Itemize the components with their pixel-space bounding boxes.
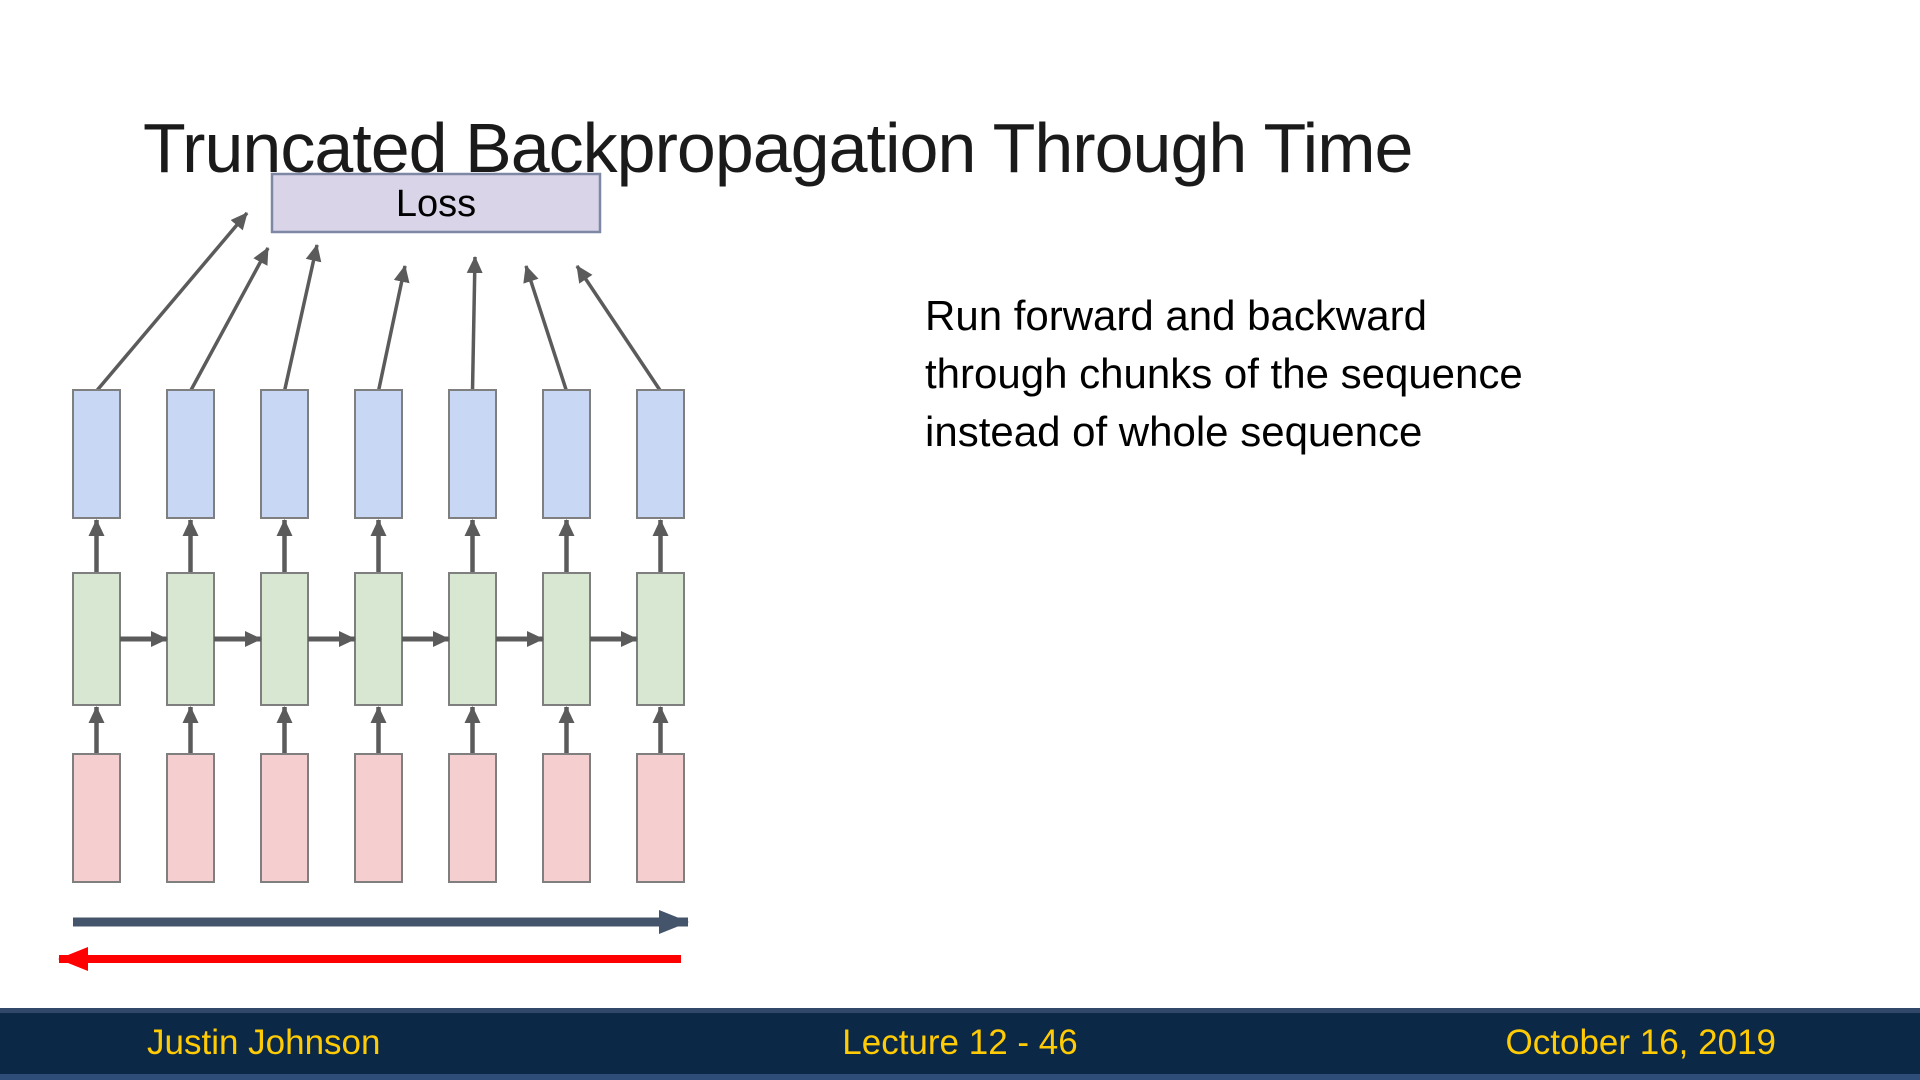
hidden-box <box>72 572 121 706</box>
output-box <box>354 389 403 519</box>
output-box <box>166 389 215 519</box>
output-to-loss-arrow <box>376 265 410 392</box>
output-to-loss-arrow <box>95 211 249 393</box>
footer-lecture-number: Lecture 12 - 46 <box>842 1023 1078 1062</box>
input-box <box>636 753 685 883</box>
output-to-loss-arrow <box>523 265 569 392</box>
footer-bar: Justin Johnson Lecture 12 - 46 October 1… <box>0 1008 1920 1080</box>
output-box <box>448 389 497 519</box>
hidden-box <box>636 572 685 706</box>
input-box <box>354 753 403 883</box>
footer-author: Justin Johnson <box>147 1023 381 1062</box>
loss-label: Loss <box>396 183 476 225</box>
loss-box <box>270 172 602 234</box>
input-box <box>72 753 121 883</box>
input-box <box>448 753 497 883</box>
hidden-box <box>448 572 497 706</box>
hidden-box <box>354 572 403 706</box>
output-box <box>72 389 121 519</box>
input-box <box>260 753 309 883</box>
output-box <box>636 389 685 519</box>
slide-title: Truncated Backpropagation Through Time <box>143 108 1413 187</box>
footer-date: October 16, 2019 <box>1505 1023 1776 1062</box>
output-to-loss-arrow <box>282 244 322 392</box>
input-box <box>542 753 591 883</box>
output-box <box>260 389 309 519</box>
output-box <box>542 389 591 519</box>
note-text: Run forward and backward through chunks … <box>925 292 1523 455</box>
hidden-box <box>260 572 309 706</box>
input-box <box>166 753 215 883</box>
output-to-loss-arrow <box>188 247 270 392</box>
output-to-loss-arrow <box>575 265 662 392</box>
output-to-loss-arrow <box>466 256 483 392</box>
hidden-box <box>166 572 215 706</box>
hidden-box <box>542 572 591 706</box>
rnn-unrolled-diagram: Loss <box>58 172 689 971</box>
